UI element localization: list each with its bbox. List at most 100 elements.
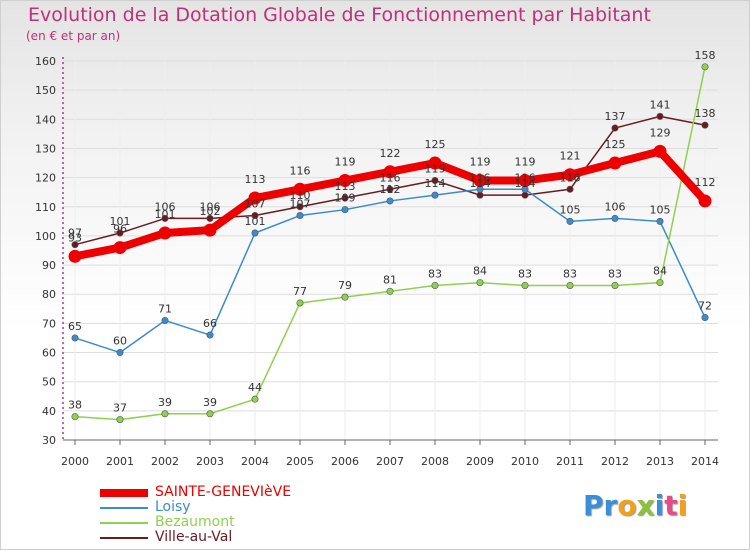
point-sainte-genevi-ve-2001 bbox=[113, 241, 127, 255]
label-sainte-genevi-ve-2011: 121 bbox=[560, 150, 581, 163]
point-ville-au-val-2010 bbox=[521, 191, 529, 199]
x-tick-2013: 2013 bbox=[646, 455, 674, 468]
x-tick-2006: 2006 bbox=[331, 455, 359, 468]
point-loisy-2006 bbox=[341, 206, 349, 214]
point-loisy-2007 bbox=[386, 197, 394, 205]
point-ville-au-val-2013 bbox=[656, 112, 664, 120]
line-chart: 30 40 50 60 70 80 90 100 110 120 130 140 150 160 2000… bbox=[35, 49, 719, 468]
y-tick-80: 80 bbox=[42, 288, 56, 301]
point-sainte-genevi-ve-2008 bbox=[428, 156, 442, 170]
label-loisy-2009: 116 bbox=[470, 171, 491, 184]
label-loisy-2004: 101 bbox=[245, 215, 266, 228]
point-ville-au-val-2003 bbox=[206, 214, 214, 222]
point-loisy-2005 bbox=[296, 212, 304, 220]
label-bezaumont-2013: 84 bbox=[653, 265, 667, 278]
label-loisy-2000: 65 bbox=[68, 320, 82, 333]
point-ville-au-val-2014 bbox=[701, 121, 709, 129]
label-ville-au-val-2006: 113 bbox=[335, 180, 356, 193]
y-tick-60: 60 bbox=[42, 347, 56, 360]
x-tick-2009: 2009 bbox=[466, 455, 494, 468]
label-loisy-2001: 60 bbox=[113, 335, 127, 348]
point-ville-au-val-2011 bbox=[566, 185, 574, 193]
point-loisy-2004 bbox=[251, 229, 259, 237]
label-ville-au-val-2003: 106 bbox=[200, 200, 221, 213]
label-bezaumont-2002: 39 bbox=[158, 396, 172, 409]
point-loisy-2012 bbox=[611, 214, 619, 222]
label-sainte-genevi-ve-2007: 122 bbox=[380, 147, 401, 160]
legend-swatch-ville-au-val bbox=[100, 537, 148, 539]
label-ville-au-val-2008: 119 bbox=[425, 163, 446, 176]
point-sainte-genevi-ve-2011 bbox=[563, 168, 577, 182]
y-tick-70: 70 bbox=[42, 317, 56, 330]
point-bezaumont-2008 bbox=[431, 281, 439, 289]
point-loisy-2003 bbox=[206, 331, 214, 339]
point-bezaumont-2002 bbox=[161, 410, 169, 418]
point-loisy-2002 bbox=[161, 316, 169, 324]
y-tick-130: 130 bbox=[35, 142, 56, 155]
label-sainte-genevi-ve-2014: 112 bbox=[695, 176, 716, 189]
label-loisy-2013: 105 bbox=[650, 203, 671, 216]
label-bezaumont-2008: 83 bbox=[428, 267, 442, 280]
label-ville-au-val-2001: 101 bbox=[110, 215, 131, 228]
label-bezaumont-2014: 158 bbox=[695, 49, 716, 62]
x-tick-2004: 2004 bbox=[241, 455, 269, 468]
chart-subtitle: (en € et par an) bbox=[26, 29, 121, 43]
label-ville-au-val-2005: 110 bbox=[290, 189, 311, 202]
point-ville-au-val-2012 bbox=[611, 124, 619, 132]
label-loisy-2011: 105 bbox=[560, 203, 581, 216]
label-ville-au-val-2002: 106 bbox=[155, 200, 176, 213]
point-ville-au-val-2004 bbox=[251, 212, 259, 220]
y-tick-labels: 30 40 50 60 70 80 90 100 110 120 130 140 150 160 bbox=[35, 55, 56, 447]
label-ville-au-val-2009: 114 bbox=[470, 177, 491, 190]
x-tick-2008: 2008 bbox=[421, 455, 449, 468]
point-bezaumont-2009 bbox=[476, 279, 484, 287]
series-group bbox=[68, 63, 712, 424]
axes bbox=[62, 57, 718, 445]
x-tick-2011: 2011 bbox=[556, 455, 584, 468]
point-loisy-2014 bbox=[701, 314, 709, 322]
proxiti-logo: Proxiti bbox=[583, 489, 688, 522]
label-sainte-genevi-ve-2002: 101 bbox=[155, 208, 176, 221]
y-tick-120: 120 bbox=[35, 172, 56, 185]
point-sainte-genevi-ve-2000 bbox=[68, 249, 82, 263]
y-tick-100: 100 bbox=[35, 230, 56, 243]
label-bezaumont-2000: 38 bbox=[68, 399, 82, 412]
point-loisy-2000 bbox=[71, 334, 79, 342]
label-sainte-genevi-ve-2012: 125 bbox=[605, 138, 626, 151]
point-sainte-genevi-ve-2003 bbox=[203, 223, 217, 237]
x-tick-2014: 2014 bbox=[691, 455, 719, 468]
point-bezaumont-2000 bbox=[71, 413, 79, 421]
point-ville-au-val-2009 bbox=[476, 191, 484, 199]
x-tick-2002: 2002 bbox=[151, 455, 179, 468]
label-bezaumont-2009: 84 bbox=[473, 265, 487, 278]
point-loisy-2013 bbox=[656, 217, 664, 225]
label-ville-au-val-2000: 97 bbox=[68, 227, 82, 240]
label-sainte-genevi-ve-2013: 129 bbox=[650, 126, 671, 139]
label-bezaumont-2004: 44 bbox=[248, 381, 262, 394]
point-bezaumont-2012 bbox=[611, 281, 619, 289]
label-ville-au-val-2012: 137 bbox=[605, 110, 626, 123]
label-loisy-2014: 72 bbox=[698, 300, 712, 313]
label-sainte-genevi-ve-2005: 116 bbox=[290, 164, 311, 177]
point-ville-au-val-2002 bbox=[161, 214, 169, 222]
label-loisy-2007: 112 bbox=[380, 183, 401, 196]
label-ville-au-val-2014: 138 bbox=[695, 107, 716, 120]
label-loisy-2005: 107 bbox=[290, 198, 311, 211]
label-bezaumont-2012: 83 bbox=[608, 267, 622, 280]
y-tick-150: 150 bbox=[35, 84, 56, 97]
point-sainte-genevi-ve-2010 bbox=[518, 174, 532, 188]
label-ville-au-val-2013: 141 bbox=[650, 98, 671, 111]
y-tick-40: 40 bbox=[42, 405, 56, 418]
point-ville-au-val-2000 bbox=[71, 241, 79, 249]
legend-swatch-sainte-genevieve bbox=[100, 489, 148, 497]
legend-swatch-bezaumont bbox=[100, 522, 148, 524]
point-ville-au-val-2006 bbox=[341, 194, 349, 202]
point-loisy-2008 bbox=[431, 191, 439, 199]
legend-swatch-loisy bbox=[100, 507, 148, 509]
point-loisy-2001 bbox=[116, 349, 124, 357]
point-sainte-genevi-ve-2013 bbox=[653, 144, 667, 158]
label-sainte-genevi-ve-2003: 102 bbox=[200, 205, 221, 218]
point-sainte-genevi-ve-2007 bbox=[383, 165, 397, 179]
